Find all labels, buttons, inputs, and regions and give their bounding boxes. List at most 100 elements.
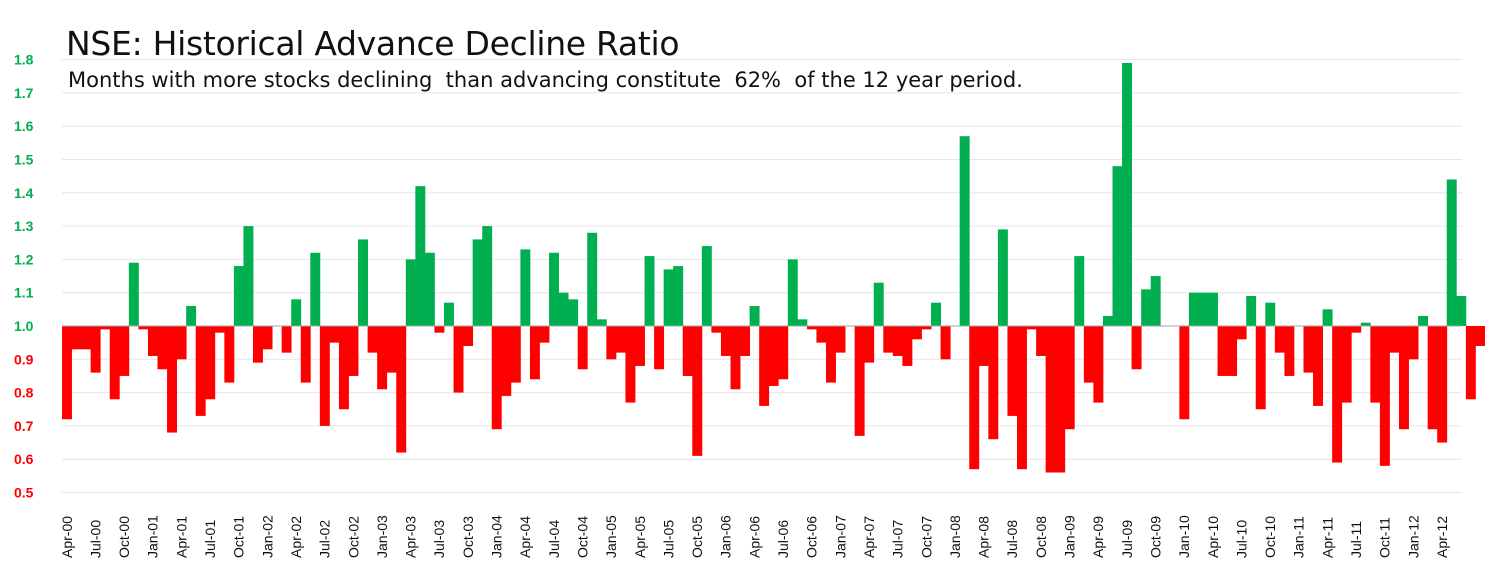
x-tick-label: Jan-08 (947, 515, 963, 558)
x-tick-label: Jan-11 (1291, 516, 1307, 558)
x-tick-label: Jan-05 (603, 515, 619, 558)
bar-67 (701, 246, 712, 326)
x-tick-label: Apr-09 (1090, 516, 1106, 558)
bar-79 (816, 326, 827, 343)
bar-53 (568, 299, 579, 326)
x-tick-label: Oct-06 (804, 516, 820, 558)
bar-112 (1131, 326, 1142, 370)
bar-3 (90, 326, 101, 373)
bar-124 (1246, 296, 1257, 326)
bar-117 (1179, 326, 1190, 420)
bar-75 (778, 326, 789, 380)
x-tick-label: Apr-12 (1434, 516, 1450, 558)
y-tick-label: 1.8 (14, 52, 34, 68)
bar-65 (682, 326, 693, 376)
bar-36 (405, 259, 416, 326)
bar-136 (1360, 322, 1371, 326)
bar-44 (482, 226, 493, 326)
y-tick-label: 0.9 (14, 351, 34, 367)
x-tick-label: Apr-03 (403, 516, 419, 558)
bar-83 (854, 326, 865, 436)
x-tick-label: Oct-11 (1377, 517, 1393, 558)
bar-18 (233, 266, 244, 326)
bar-104 (1055, 326, 1066, 473)
bar-74 (768, 326, 779, 386)
ratio-bars (62, 62, 1485, 473)
x-tick-label: Apr-05 (632, 516, 648, 558)
bar-86 (883, 326, 894, 353)
bar-96 (978, 326, 989, 366)
bar-119 (1198, 292, 1209, 326)
bar-99 (1007, 326, 1018, 416)
bar-46 (501, 326, 512, 396)
x-tick-label: Jan-02 (259, 515, 275, 558)
x-tick-label: Jul-02 (317, 520, 333, 558)
bar-134 (1341, 326, 1352, 403)
bar-32 (367, 326, 378, 353)
x-tick-label: Jul-04 (546, 520, 562, 558)
x-tick-label: Jul-09 (1119, 520, 1135, 558)
y-tick-label: 1.5 (14, 152, 34, 168)
bar-73 (759, 326, 770, 406)
x-tick-label: Jul-05 (660, 520, 676, 558)
bar-21 (262, 326, 273, 350)
bar-52 (558, 292, 569, 326)
bar-122 (1227, 326, 1238, 376)
bar-68 (711, 326, 722, 333)
bar-14 (195, 326, 206, 416)
bar-98 (997, 229, 1008, 326)
bar-144 (1437, 326, 1448, 443)
x-tick-label: Apr-11 (1319, 517, 1335, 558)
bar-10 (157, 326, 168, 370)
bar-15 (205, 326, 216, 400)
bar-70 (730, 326, 741, 390)
bar-133 (1332, 326, 1343, 463)
bar-118 (1188, 292, 1199, 326)
y-tick-label: 1.4 (14, 185, 34, 201)
bar-140 (1399, 326, 1409, 430)
bar-28 (329, 326, 340, 343)
bar-97 (988, 326, 999, 440)
bar-95 (969, 326, 980, 470)
bar-49 (529, 326, 540, 380)
x-tick-label: Oct-09 (1147, 516, 1163, 558)
bar-103 (1045, 326, 1056, 473)
x-tick-label: Apr-00 (59, 516, 75, 558)
bar-125 (1255, 326, 1266, 410)
bar-31 (358, 239, 368, 326)
x-tick-label: Apr-07 (861, 516, 877, 558)
bar-64 (673, 266, 684, 326)
bar-40 (444, 302, 454, 326)
bar-142 (1418, 316, 1429, 326)
x-tick-label: Oct-05 (689, 516, 705, 558)
bar-20 (253, 326, 263, 363)
bar-135 (1351, 326, 1362, 333)
bar-24 (291, 299, 302, 326)
bar-13 (186, 306, 197, 326)
x-tick-label: Jan-06 (718, 515, 734, 558)
chart-title: NSE: Historical Advance Decline Ratio (66, 24, 680, 63)
bar-128 (1284, 326, 1295, 376)
bar-131 (1313, 326, 1323, 406)
bar-16 (214, 326, 225, 333)
bar-61 (644, 256, 655, 326)
bar-2 (81, 326, 92, 350)
bar-108 (1093, 326, 1104, 403)
bar-9 (147, 326, 158, 356)
bar-100 (1017, 326, 1027, 470)
bar-23 (281, 326, 292, 353)
gridlines (62, 59, 1462, 493)
bar-89 (911, 326, 922, 340)
y-axis-tick-labels: 1.8 1.7 1.6 1.5 1.4 1.3 1.2 1.1 1.0 0.9 0.8 0.7 0.6 0… (14, 52, 34, 501)
bar-145 (1446, 179, 1457, 326)
bar-110 (1112, 166, 1123, 326)
bar-78 (806, 326, 817, 330)
y-tick-label: 1.7 (14, 85, 34, 101)
y-tick-label: 0.6 (14, 451, 34, 467)
bar-4 (100, 326, 111, 330)
x-tick-label: Jul-11 (1348, 521, 1364, 558)
bar-76 (787, 259, 798, 326)
bar-72 (749, 306, 760, 326)
bar-90 (921, 326, 932, 330)
